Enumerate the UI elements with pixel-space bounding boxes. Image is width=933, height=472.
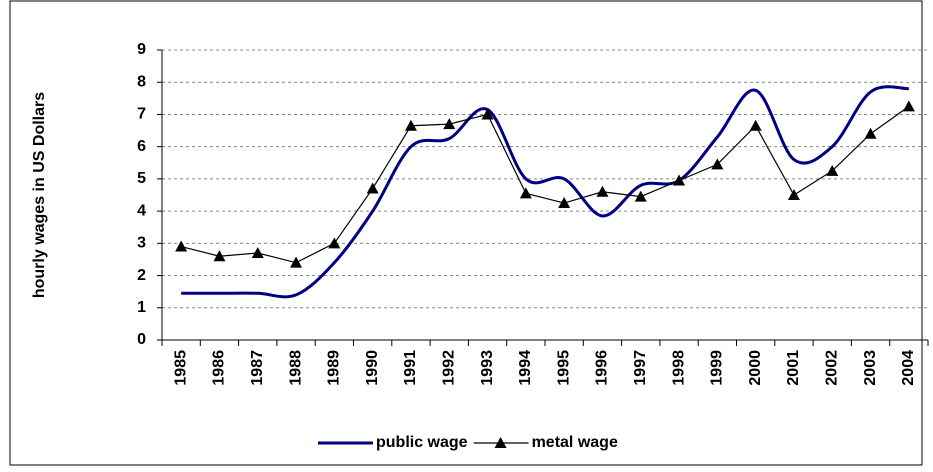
x-tick-label: 1992 bbox=[440, 350, 457, 386]
x-tick-label: 2002 bbox=[823, 350, 840, 386]
x-tick-label: 1988 bbox=[287, 350, 304, 386]
y-tick-label: 2 bbox=[137, 267, 146, 284]
x-tick-label: 2003 bbox=[862, 350, 879, 386]
x-tick-label: 1989 bbox=[326, 350, 343, 386]
x-tick-label: 1986 bbox=[211, 350, 228, 386]
marker bbox=[404, 119, 417, 131]
x-tick-label: 1999 bbox=[709, 350, 726, 386]
series-line bbox=[181, 105, 910, 264]
x-tick-label: 1991 bbox=[402, 350, 419, 386]
marker bbox=[290, 256, 303, 268]
series-line bbox=[181, 85, 909, 299]
y-axis-label: hourly wages in US Dollars bbox=[31, 92, 48, 298]
x-tick-label: 1990 bbox=[364, 350, 381, 386]
x-tick-label: 1987 bbox=[249, 350, 266, 386]
x-tick-label: 1995 bbox=[555, 350, 572, 386]
legend-label: public wage bbox=[376, 434, 468, 451]
x-tick-label: 1993 bbox=[479, 350, 496, 386]
x-tick-label: 1998 bbox=[670, 350, 687, 386]
marker bbox=[634, 190, 647, 202]
x-tick-label: 2000 bbox=[747, 350, 764, 386]
marker bbox=[558, 197, 571, 209]
marker bbox=[519, 187, 532, 199]
x-tick-label: 2001 bbox=[785, 350, 802, 386]
y-tick-label: 9 bbox=[137, 41, 146, 58]
y-tick-label: 1 bbox=[137, 299, 146, 316]
marker bbox=[749, 119, 762, 131]
frame bbox=[9, 0, 923, 466]
marker bbox=[902, 100, 915, 112]
x-tick-label: 1985 bbox=[172, 350, 189, 386]
marker bbox=[596, 185, 609, 197]
marker bbox=[673, 174, 686, 186]
marker bbox=[328, 237, 341, 249]
y-tick-label: 6 bbox=[137, 138, 146, 155]
marker bbox=[213, 250, 226, 262]
x-tick-label: 1996 bbox=[594, 350, 611, 386]
marker bbox=[443, 118, 456, 130]
y-tick-label: 8 bbox=[137, 73, 146, 90]
x-tick-label: 2004 bbox=[900, 350, 917, 386]
y-tick-label: 0 bbox=[137, 331, 146, 348]
marker bbox=[864, 127, 877, 139]
legend-label: metal wage bbox=[532, 434, 618, 451]
x-tick-label: 1994 bbox=[517, 350, 534, 386]
marker bbox=[787, 189, 800, 200]
y-tick-label: 3 bbox=[137, 235, 146, 252]
y-tick-label: 7 bbox=[137, 106, 146, 123]
marker bbox=[711, 158, 724, 170]
legend-marker bbox=[494, 437, 507, 448]
marker bbox=[175, 240, 188, 252]
marker bbox=[251, 247, 264, 258]
y-tick-label: 4 bbox=[137, 202, 146, 219]
x-tick-label: 1997 bbox=[632, 350, 649, 386]
marker bbox=[366, 182, 379, 194]
marker bbox=[826, 164, 839, 176]
marker bbox=[481, 108, 494, 120]
y-tick-label: 5 bbox=[137, 170, 146, 187]
